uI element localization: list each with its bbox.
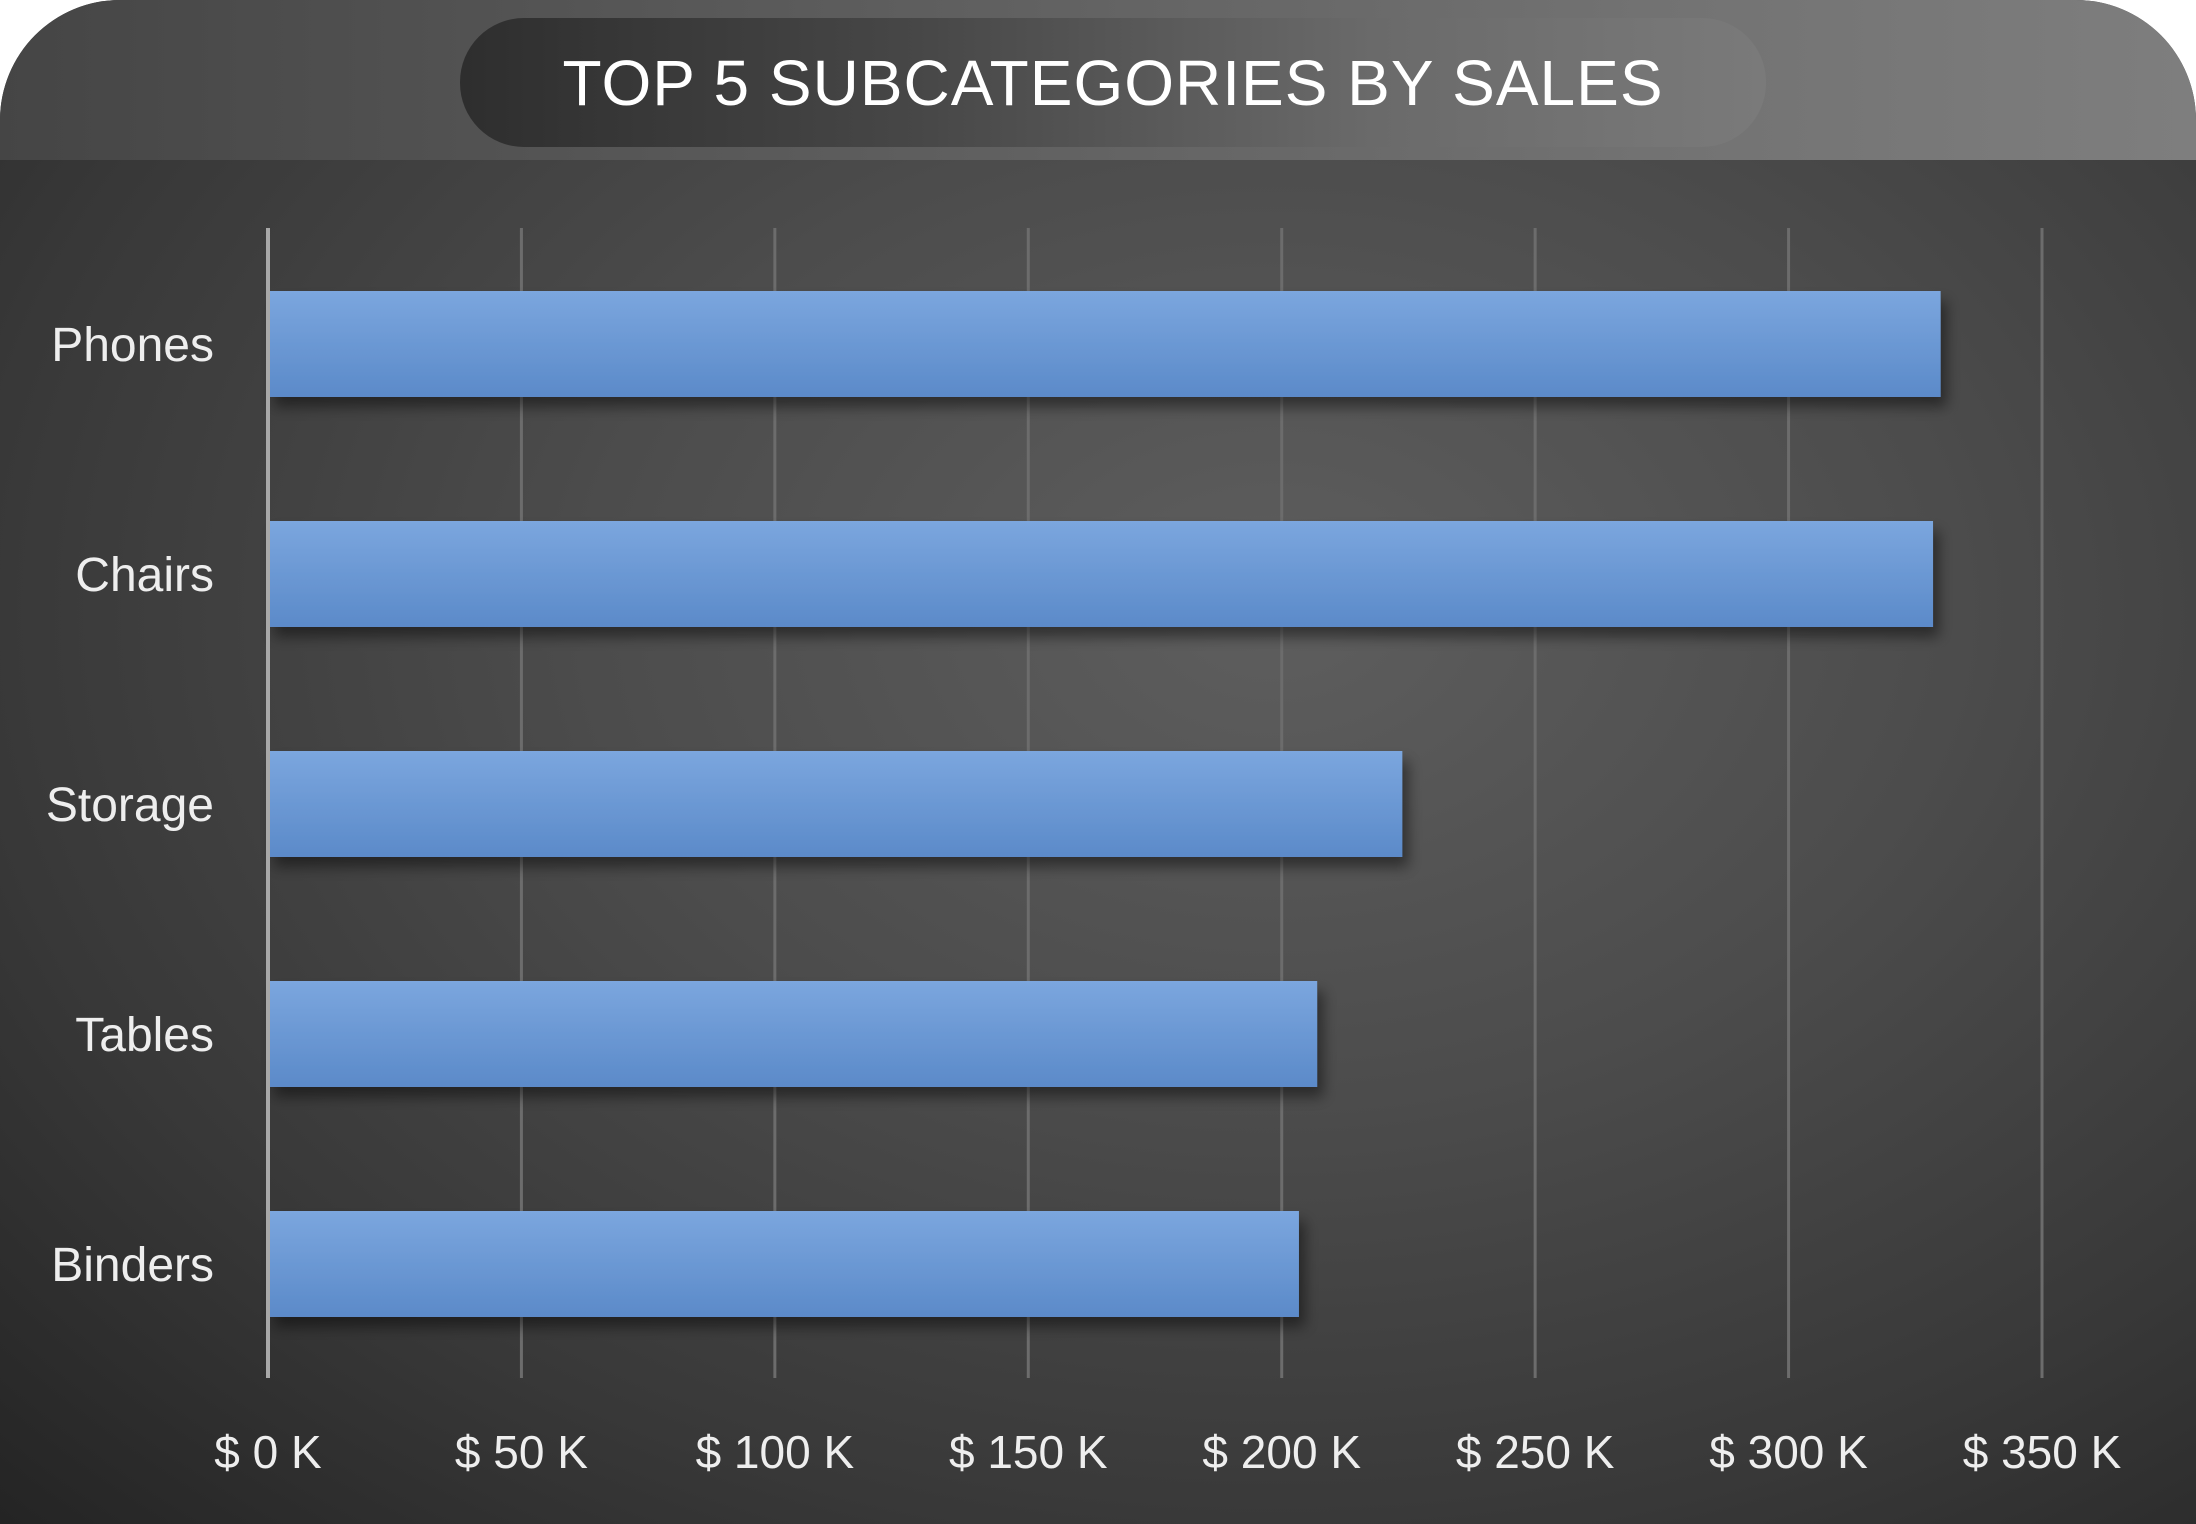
category-label: Chairs: [75, 549, 214, 602]
bars: [268, 291, 1941, 1317]
bar-storage: [268, 751, 1403, 857]
chart-title: TOP 5 SUBCATEGORIES BY SALES: [562, 46, 1664, 119]
bar-phones: [268, 291, 1941, 397]
category-label: Tables: [75, 1009, 214, 1062]
x-tick-label: $ 250 K: [1456, 1426, 1615, 1478]
x-tick-label: $ 0 K: [214, 1426, 322, 1478]
x-axis-tick-labels: $ 0 K $ 50 K $ 100 K $ 150 K $ 200 K $ 250 K $…: [214, 1426, 2121, 1478]
bar-chairs: [268, 521, 1934, 627]
x-tick-label: $ 300 K: [1709, 1426, 1868, 1478]
category-label: Storage: [46, 779, 214, 832]
x-tick-label: $ 100 K: [696, 1426, 855, 1478]
bar-tables: [268, 981, 1318, 1087]
x-tick-label: $ 350 K: [1963, 1426, 2122, 1478]
x-tick-label: $ 50 K: [455, 1426, 588, 1478]
category-label: Phones: [51, 319, 214, 372]
x-tick-label: $ 200 K: [1202, 1426, 1361, 1478]
category-label: Binders: [51, 1239, 214, 1292]
category-labels: Phones Chairs Storage Tables Binders: [46, 319, 214, 1292]
title-pill: TOP 5 SUBCATEGORIES BY SALES: [460, 18, 1766, 147]
x-tick-label: $ 150 K: [949, 1426, 1108, 1478]
chart-header: TOP 5 SUBCATEGORIES BY SALES: [0, 0, 2196, 160]
bar-binders: [268, 1211, 1299, 1317]
